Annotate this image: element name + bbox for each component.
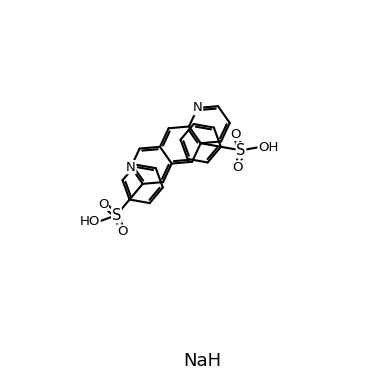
Text: O: O <box>233 161 243 174</box>
Text: O: O <box>98 198 108 211</box>
Text: S: S <box>112 208 121 223</box>
Text: N: N <box>126 160 136 173</box>
Text: S: S <box>236 143 246 158</box>
Text: O: O <box>117 225 128 238</box>
Text: HO: HO <box>80 214 100 228</box>
Text: NaH: NaH <box>183 352 222 370</box>
Text: N: N <box>193 101 203 115</box>
Text: OH: OH <box>258 141 278 154</box>
Text: O: O <box>230 128 240 141</box>
